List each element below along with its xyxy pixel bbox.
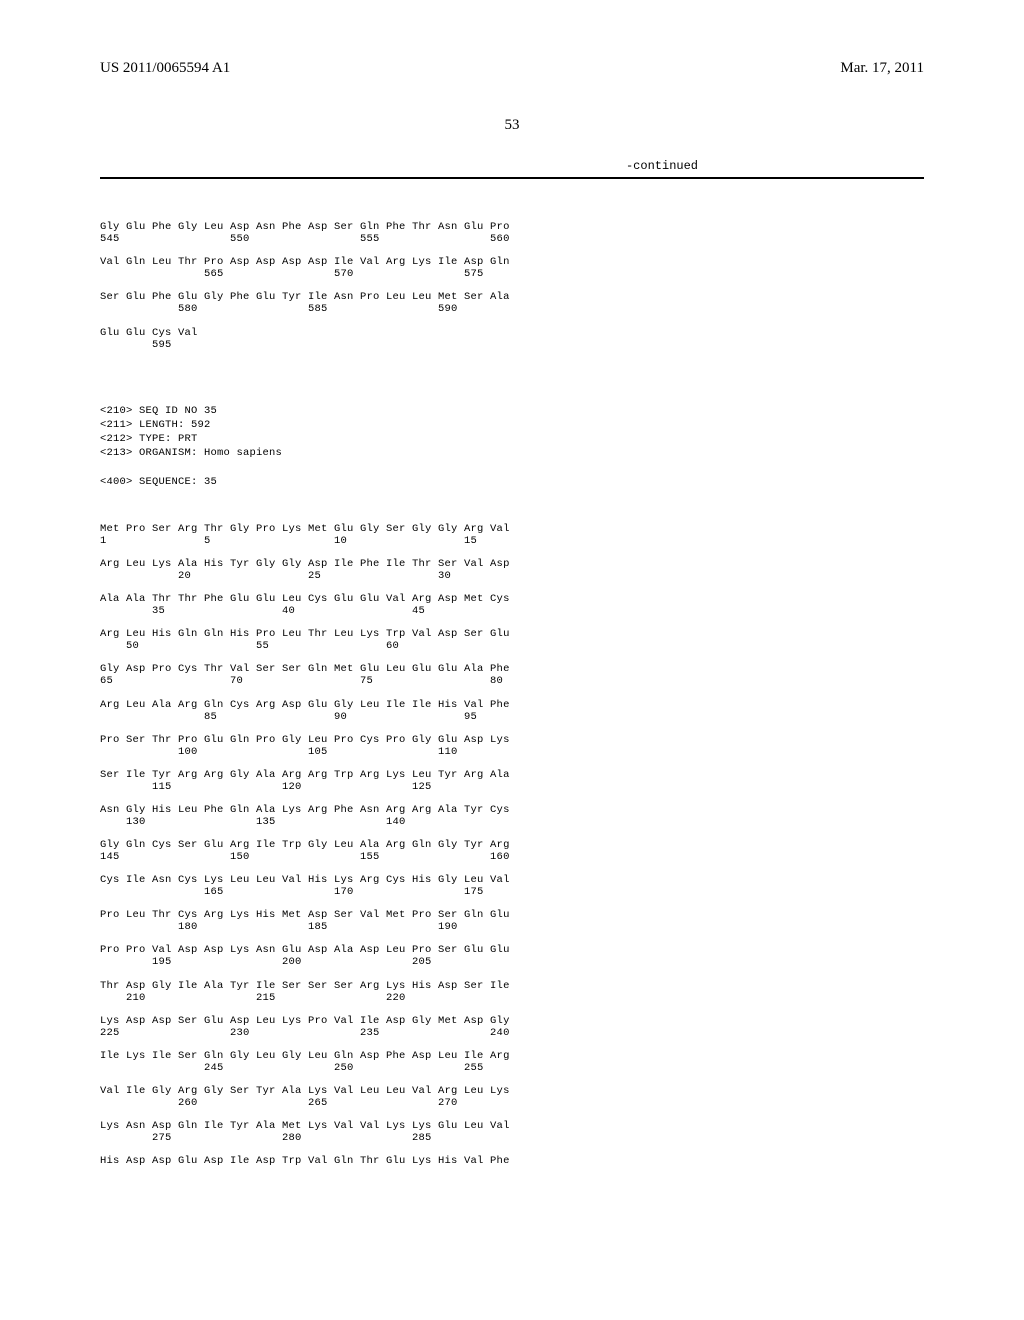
sequence-row: Arg Leu Lys Ala His Tyr Gly Gly Asp Ile … bbox=[100, 558, 924, 582]
residue-line: Ala Ala Thr Thr Phe Glu Glu Leu Cys Glu … bbox=[100, 593, 924, 605]
residue-line: Val Ile Gly Arg Gly Ser Tyr Ala Lys Val … bbox=[100, 1085, 924, 1097]
position-line: 165 170 175 bbox=[100, 886, 924, 898]
residue-line: Thr Asp Gly Ile Ala Tyr Ile Ser Ser Ser … bbox=[100, 980, 924, 992]
residue-line: Gly Gln Cys Ser Glu Arg Ile Trp Gly Leu … bbox=[100, 839, 924, 851]
position-line: 565 570 575 bbox=[100, 268, 924, 280]
sequence-row: Gly Glu Phe Gly Leu Asp Asn Phe Asp Ser … bbox=[100, 221, 924, 245]
residue-line: Glu Glu Cys Val bbox=[100, 327, 924, 339]
residue-line: Val Gln Leu Thr Pro Asp Asp Asp Asp Ile … bbox=[100, 256, 924, 268]
page-header: US 2011/0065594 A1 Mar. 17, 2011 bbox=[100, 60, 924, 77]
position-line: 245 250 255 bbox=[100, 1062, 924, 1074]
continued-label: -continued bbox=[100, 159, 924, 173]
horizontal-rule bbox=[100, 177, 924, 179]
position-line: 545 550 555 560 bbox=[100, 233, 924, 245]
residue-line: Cys Ile Asn Cys Lys Leu Leu Val His Lys … bbox=[100, 874, 924, 886]
sequence-row: His Asp Asp Glu Asp Ile Asp Trp Val Gln … bbox=[100, 1155, 924, 1167]
residue-line: Arg Leu Lys Ala His Tyr Gly Gly Asp Ile … bbox=[100, 558, 924, 570]
position-line: 130 135 140 bbox=[100, 816, 924, 828]
position-line: 85 90 95 bbox=[100, 711, 924, 723]
sequence-row: Ser Ile Tyr Arg Arg Gly Ala Arg Arg Trp … bbox=[100, 769, 924, 793]
sequence-row: Glu Glu Cys Val 595 bbox=[100, 327, 924, 351]
position-line: 1 5 10 15 bbox=[100, 535, 924, 547]
position-line: 100 105 110 bbox=[100, 746, 924, 758]
residue-line: Ser Glu Phe Glu Gly Phe Glu Tyr Ile Asn … bbox=[100, 291, 924, 303]
residue-line: Asn Gly His Leu Phe Gln Ala Lys Arg Phe … bbox=[100, 804, 924, 816]
position-line: 50 55 60 bbox=[100, 640, 924, 652]
residue-line: Met Pro Ser Arg Thr Gly Pro Lys Met Glu … bbox=[100, 523, 924, 535]
sequence-row: Asn Gly His Leu Phe Gln Ala Lys Arg Phe … bbox=[100, 804, 924, 828]
sequence-row: Ala Ala Thr Thr Phe Glu Glu Leu Cys Glu … bbox=[100, 593, 924, 617]
position-line: 145 150 155 160 bbox=[100, 851, 924, 863]
sequence-row: Ile Lys Ile Ser Gln Gly Leu Gly Leu Gln … bbox=[100, 1050, 924, 1074]
position-line: 595 bbox=[100, 339, 924, 351]
residue-line: Arg Leu Ala Arg Gln Cys Arg Asp Glu Gly … bbox=[100, 699, 924, 711]
position-line: 180 185 190 bbox=[100, 921, 924, 933]
sequence-row: Met Pro Ser Arg Thr Gly Pro Lys Met Glu … bbox=[100, 523, 924, 547]
residue-line: Pro Ser Thr Pro Glu Gln Pro Gly Leu Pro … bbox=[100, 734, 924, 746]
sequence-row: Val Gln Leu Thr Pro Asp Asp Asp Asp Ile … bbox=[100, 256, 924, 280]
residue-line: Gly Asp Pro Cys Thr Val Ser Ser Gln Met … bbox=[100, 663, 924, 675]
residue-line: Arg Leu His Gln Gln His Pro Leu Thr Leu … bbox=[100, 628, 924, 640]
sequence-row: Cys Ile Asn Cys Lys Leu Leu Val His Lys … bbox=[100, 874, 924, 898]
position-line: 65 70 75 80 bbox=[100, 675, 924, 687]
position-line: 260 265 270 bbox=[100, 1097, 924, 1109]
residue-line: Pro Pro Val Asp Asp Lys Asn Glu Asp Ala … bbox=[100, 944, 924, 956]
sequence-row: Pro Pro Val Asp Asp Lys Asn Glu Asp Ala … bbox=[100, 944, 924, 968]
sequence-row: Lys Asn Asp Gln Ile Tyr Ala Met Lys Val … bbox=[100, 1120, 924, 1144]
sequence-row: Pro Ser Thr Pro Glu Gln Pro Gly Leu Pro … bbox=[100, 734, 924, 758]
position-line: 115 120 125 bbox=[100, 781, 924, 793]
seq35-header: <210> SEQ ID NO 35 <211> LENGTH: 592 <21… bbox=[100, 404, 924, 489]
sequence-row: Arg Leu Ala Arg Gln Cys Arg Asp Glu Gly … bbox=[100, 699, 924, 723]
residue-line: Lys Asn Asp Gln Ile Tyr Ala Met Lys Val … bbox=[100, 1120, 924, 1132]
residue-line: Ser Ile Tyr Arg Arg Gly Ala Arg Arg Trp … bbox=[100, 769, 924, 781]
residue-line: His Asp Asp Glu Asp Ile Asp Trp Val Gln … bbox=[100, 1155, 924, 1167]
residue-line: Lys Asp Asp Ser Glu Asp Leu Lys Pro Val … bbox=[100, 1015, 924, 1027]
position-line: 195 200 205 bbox=[100, 956, 924, 968]
publication-number: US 2011/0065594 A1 bbox=[100, 60, 230, 77]
residue-line: Pro Leu Thr Cys Arg Lys His Met Asp Ser … bbox=[100, 909, 924, 921]
position-line: 580 585 590 bbox=[100, 303, 924, 315]
residue-line: Ile Lys Ile Ser Gln Gly Leu Gly Leu Gln … bbox=[100, 1050, 924, 1062]
position-line: 210 215 220 bbox=[100, 992, 924, 1004]
position-line: 225 230 235 240 bbox=[100, 1027, 924, 1039]
publication-date: Mar. 17, 2011 bbox=[840, 60, 924, 77]
sequence-row: Ser Glu Phe Glu Gly Phe Glu Tyr Ile Asn … bbox=[100, 291, 924, 315]
position-line: 275 280 285 bbox=[100, 1132, 924, 1144]
sequence-row: Gly Gln Cys Ser Glu Arg Ile Trp Gly Leu … bbox=[100, 839, 924, 863]
sequence-row: Gly Asp Pro Cys Thr Val Ser Ser Gln Met … bbox=[100, 663, 924, 687]
sequence-row: Arg Leu His Gln Gln His Pro Leu Thr Leu … bbox=[100, 628, 924, 652]
page-number: 53 bbox=[100, 117, 924, 134]
residue-line: Gly Glu Phe Gly Leu Asp Asn Phe Asp Ser … bbox=[100, 221, 924, 233]
sequence-listing: Gly Glu Phe Gly Leu Asp Asn Phe Asp Ser … bbox=[100, 197, 924, 1190]
position-line: 35 40 45 bbox=[100, 605, 924, 617]
sequence-row: Val Ile Gly Arg Gly Ser Tyr Ala Lys Val … bbox=[100, 1085, 924, 1109]
sequence-row: Thr Asp Gly Ile Ala Tyr Ile Ser Ser Ser … bbox=[100, 980, 924, 1004]
position-line: 20 25 30 bbox=[100, 570, 924, 582]
sequence-row: Lys Asp Asp Ser Glu Asp Leu Lys Pro Val … bbox=[100, 1015, 924, 1039]
sequence-row: Pro Leu Thr Cys Arg Lys His Met Asp Ser … bbox=[100, 909, 924, 933]
